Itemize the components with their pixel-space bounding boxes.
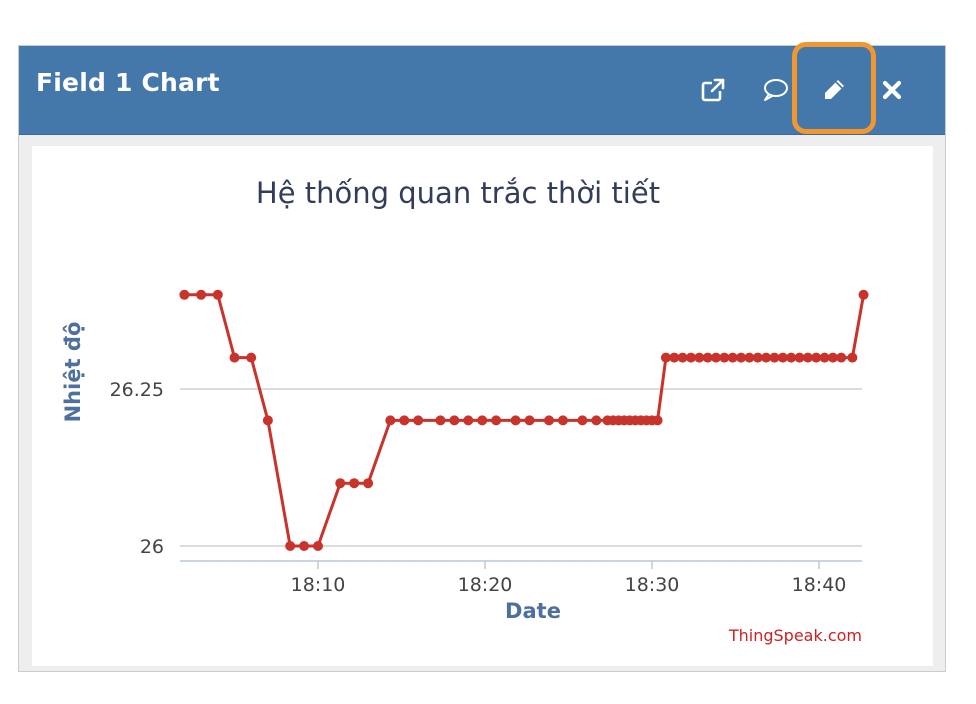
- thingspeak-credit: ThingSpeak.com: [728, 626, 862, 645]
- data-point: [557, 415, 568, 426]
- x-tick-label: 18:10: [291, 574, 346, 596]
- data-point: [212, 289, 223, 300]
- y-tick-label: 26.25: [110, 379, 164, 401]
- widget-title: Field 1 Chart: [36, 68, 220, 97]
- x-axis-title: Date: [505, 599, 561, 623]
- data-point: [262, 415, 273, 426]
- data-point: [196, 289, 207, 300]
- data-point: [811, 352, 822, 363]
- data-point: [858, 289, 869, 300]
- x-tick-label: 18:30: [625, 574, 680, 596]
- data-point: [777, 352, 788, 363]
- edit-button-highlight: [792, 42, 876, 134]
- data-point: [335, 478, 346, 489]
- data-point: [769, 352, 780, 363]
- data-point: [229, 352, 240, 363]
- data-point: [761, 352, 772, 363]
- data-point: [349, 478, 360, 489]
- data-point: [827, 352, 838, 363]
- data-point: [285, 541, 296, 551]
- data-point: [577, 415, 588, 426]
- comment-icon: [764, 79, 788, 101]
- data-point: [591, 415, 602, 426]
- edit-button[interactable]: [814, 70, 854, 110]
- close-icon: [882, 80, 902, 100]
- data-point: [510, 415, 521, 426]
- data-point: [677, 352, 688, 363]
- data-point: [786, 352, 797, 363]
- data-point: [702, 352, 713, 363]
- data-point: [736, 352, 747, 363]
- data-point: [399, 415, 410, 426]
- data-point: [836, 352, 847, 363]
- data-point: [179, 289, 190, 300]
- y-tick-label: 26: [140, 536, 164, 558]
- data-point: [463, 415, 474, 426]
- comment-button[interactable]: [755, 70, 795, 110]
- data-point: [524, 415, 535, 426]
- data-point: [719, 352, 730, 363]
- data-point: [652, 415, 663, 426]
- chart-widget: Field 1 Chart: [18, 42, 946, 672]
- series-line: [184, 293, 866, 548]
- x-tick-label: 18:40: [792, 574, 847, 596]
- data-point: [477, 415, 488, 426]
- data-point: [752, 352, 763, 363]
- data-point: [491, 415, 502, 426]
- open-in-new-window-button[interactable]: [693, 70, 733, 110]
- external-link-icon: [701, 78, 725, 102]
- data-point: [694, 352, 705, 363]
- data-point: [847, 352, 858, 363]
- data-point: [449, 415, 460, 426]
- data-point: [819, 352, 830, 363]
- data-point: [669, 352, 680, 363]
- pencil-icon: [825, 80, 844, 99]
- data-point: [385, 415, 396, 426]
- data-point: [802, 352, 813, 363]
- y-axis-title: Nhiệt độ: [61, 322, 85, 423]
- chart-title: Hệ thống quan trắc thời tiết: [255, 176, 661, 210]
- data-point: [660, 352, 671, 363]
- close-button[interactable]: [872, 70, 912, 110]
- data-point: [711, 352, 722, 363]
- line-chart: 26 26.25 18:10 18:20 18:30 18:40 Date Nhiệt độ T…: [61, 289, 869, 645]
- data-point: [544, 415, 555, 426]
- data-point: [435, 415, 446, 426]
- data-point: [246, 352, 257, 363]
- data-point: [363, 478, 374, 489]
- chart-panel: Hệ thống quan trắc thời tiết 26 26.25 18:1…: [32, 146, 933, 666]
- data-point: [299, 541, 310, 551]
- data-point: [744, 352, 755, 363]
- x-tick-label: 18:20: [458, 574, 513, 596]
- data-point: [727, 352, 738, 363]
- data-point: [794, 352, 805, 363]
- data-point: [313, 541, 323, 551]
- data-point: [685, 352, 696, 363]
- data-point: [413, 415, 424, 426]
- widget-header: Field 1 Chart: [19, 42, 945, 135]
